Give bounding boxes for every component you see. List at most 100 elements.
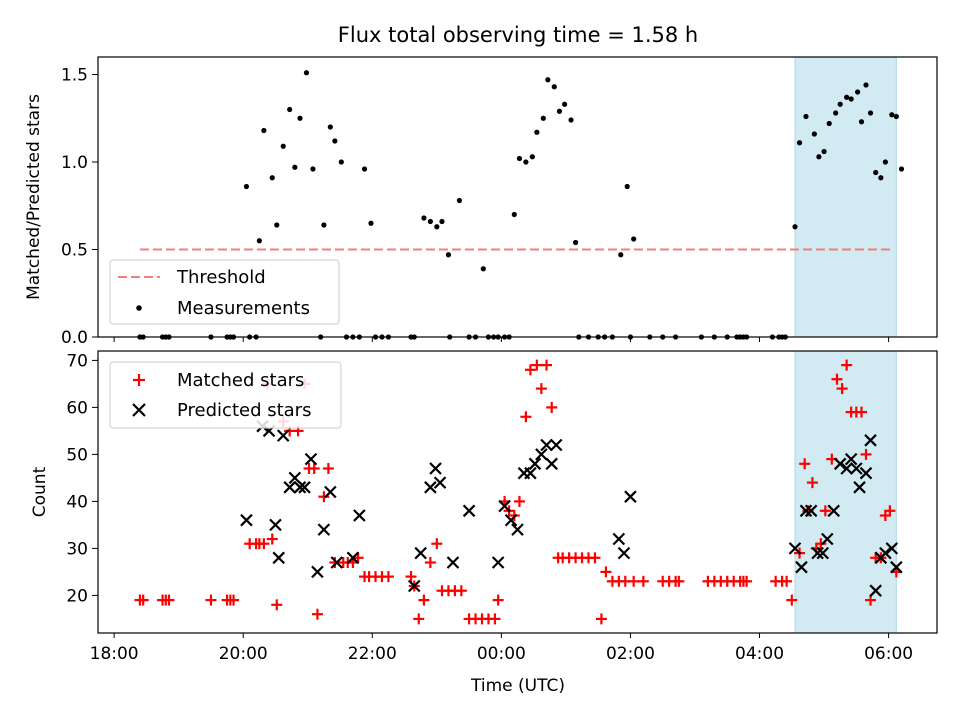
matched-star-point xyxy=(815,538,827,550)
x-tick-label: 04:00 xyxy=(735,644,784,664)
bottom-legend: Matched stars Predicted stars xyxy=(109,361,342,429)
predicted-star-point xyxy=(535,448,548,461)
matched-star-point xyxy=(799,458,811,470)
measurement-point xyxy=(516,155,523,162)
legend-measurements-swatch xyxy=(136,305,142,311)
predicted-star-point xyxy=(269,518,282,532)
predicted-star-point xyxy=(288,471,302,485)
predicted-star-point xyxy=(840,462,853,475)
predicted-star-point xyxy=(804,504,818,518)
matched-star-point xyxy=(600,566,612,578)
measurement-point xyxy=(445,252,452,258)
predicted-star-point xyxy=(885,542,899,555)
measurement-point xyxy=(321,222,327,228)
matched-star-point xyxy=(382,571,394,583)
measurement-point xyxy=(545,77,551,83)
x-tick-label: 22:00 xyxy=(348,644,397,664)
predicted-star-point xyxy=(853,481,866,494)
x-tick-label: 06:00 xyxy=(864,644,913,664)
predicted-star-point xyxy=(407,579,421,593)
x-tick-label: 20:00 xyxy=(219,644,268,664)
matched-star-point xyxy=(855,406,867,418)
measurement-point xyxy=(898,166,905,172)
measurement-point xyxy=(893,113,899,120)
bottom-panel: 20 30 40 50 60 70 18:00 20:00 22:00 00:00 02:00 04… xyxy=(30,350,938,696)
matched-star-point xyxy=(884,505,896,517)
matched-star-point xyxy=(836,383,848,395)
top-y-ticks: 0.0 0.5 1.0 1.5 xyxy=(61,66,98,348)
legend-matched-swatch xyxy=(133,374,145,386)
chart-title: Flux total observing time = 1.58 h xyxy=(338,23,698,47)
predicted-star-point xyxy=(864,434,877,447)
predicted-star-point xyxy=(353,509,366,522)
measurement-point xyxy=(631,236,637,242)
y-tick-label: 30 xyxy=(66,539,88,559)
x-tick-label: 00:00 xyxy=(477,644,526,664)
bottom-highlight-span xyxy=(794,350,897,634)
measurement-point xyxy=(803,113,809,120)
predicted-star-point xyxy=(833,457,847,471)
measurement-point xyxy=(439,218,445,225)
legend-predicted-label: Predicted stars xyxy=(177,400,311,421)
y-tick-label: 1.5 xyxy=(61,66,88,86)
measurement-point xyxy=(562,101,568,107)
bottom-y-axis-label: Count xyxy=(30,466,50,517)
x-tick-label: 18:00 xyxy=(90,644,139,664)
measurement-point xyxy=(821,148,827,155)
measurement-point xyxy=(243,183,250,190)
measurement-point xyxy=(867,110,874,116)
predicted-star-point xyxy=(283,481,296,494)
measurement-point xyxy=(261,127,267,134)
legend-threshold-label: Threshold xyxy=(176,267,266,288)
measurement-point xyxy=(855,89,861,95)
measurement-point xyxy=(826,120,832,127)
predicted-star-point xyxy=(549,438,563,452)
matched-star-point xyxy=(786,594,798,606)
y-tick-label: 0.0 xyxy=(61,328,88,348)
matched-star-point xyxy=(308,463,320,474)
measurement-point xyxy=(434,224,440,230)
x-axis-label: Time (UTC) xyxy=(470,676,565,696)
matched-star-point xyxy=(637,575,649,587)
predicted-star-point xyxy=(491,556,505,569)
measurement-point xyxy=(833,110,839,116)
matched-star-point xyxy=(819,505,831,517)
measurement-point xyxy=(529,154,535,160)
matched-star-point xyxy=(531,359,543,371)
measurement-point xyxy=(421,215,427,221)
y-tick-label: 60 xyxy=(66,398,88,418)
predicted-star-point xyxy=(324,485,337,499)
matched-star-point xyxy=(489,613,501,625)
measurement-point xyxy=(332,138,338,144)
predicted-star-point xyxy=(788,542,802,555)
measurement-point xyxy=(796,140,803,146)
matched-star-point xyxy=(431,538,443,550)
top-plot-frame xyxy=(97,56,938,338)
matched-star-point xyxy=(424,557,436,568)
measurement-point xyxy=(618,252,624,258)
predicted-star-point xyxy=(330,556,344,569)
predicted-star-point xyxy=(816,546,830,560)
measurement-point xyxy=(848,96,854,102)
measurement-point xyxy=(540,115,546,121)
legend-measurements-label: Measurements xyxy=(177,298,310,319)
measurement-point xyxy=(568,117,574,123)
predicted-star-point xyxy=(429,462,442,475)
predicted-star-point xyxy=(545,457,558,471)
predicted-star-point xyxy=(879,546,892,560)
predicted-star-point xyxy=(617,546,631,560)
predicted-stars-points xyxy=(240,419,903,597)
matched-star-point xyxy=(271,599,283,611)
measurement-point xyxy=(269,175,275,181)
measurement-point xyxy=(292,164,298,170)
measurement-point xyxy=(837,101,843,107)
predicted-star-point xyxy=(311,565,324,579)
predicted-star-point xyxy=(272,551,285,565)
legend-predicted-swatch xyxy=(132,403,146,417)
predicted-star-point xyxy=(317,523,331,536)
matched-star-point xyxy=(492,594,504,606)
y-tick-label: 20 xyxy=(66,586,88,606)
matched-star-point xyxy=(589,552,601,564)
matched-star-point xyxy=(455,585,467,597)
matched-star-point xyxy=(831,373,843,385)
